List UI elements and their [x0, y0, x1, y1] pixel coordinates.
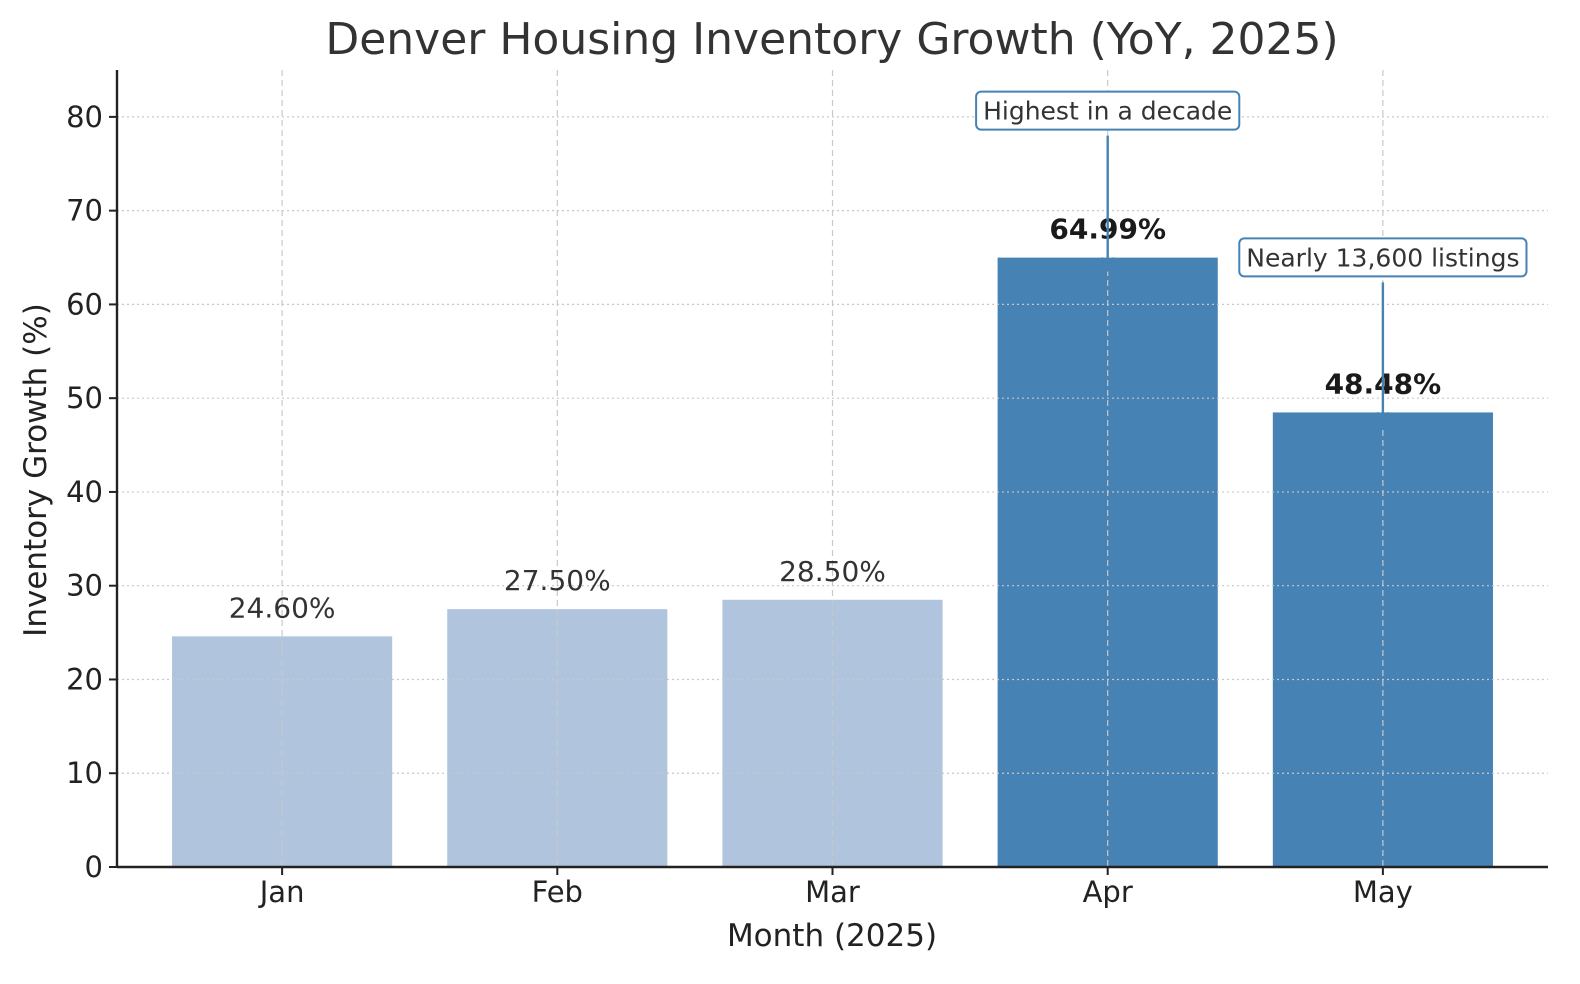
axes-layer: 0 10 20 30 40 50 60 70 80 Jan Feb Mar Apr May: [66, 70, 1548, 909]
value-label: 28.50%: [779, 555, 886, 588]
y-tick-label: 70: [66, 194, 103, 228]
annotation-text: Nearly 13,600 listings: [1246, 243, 1519, 272]
annotation-callout: Highest in a decade: [975, 90, 1241, 273]
y-tick-label: 0: [85, 850, 103, 884]
y-tick-label: 30: [66, 569, 103, 603]
x-tick-label: Feb: [532, 875, 583, 909]
annotations-layer: Highest in a decade Nearly 13,600 listing…: [975, 90, 1528, 428]
annotation-text: Highest in a decade: [983, 97, 1232, 126]
annotation-arrowhead: [1375, 411, 1390, 428]
value-label: 24.60%: [229, 591, 336, 624]
chart-title: Denver Housing Inventory Growth (YoY, 20…: [325, 14, 1338, 65]
y-tick-label: 10: [66, 756, 103, 790]
annotation-box: [1238, 237, 1528, 278]
annotation-box: [975, 90, 1241, 131]
y-tick-label: 50: [66, 381, 103, 415]
x-tick-label: Mar: [805, 875, 860, 909]
grid-layer: [117, 70, 1548, 867]
y-tick-label: 80: [66, 100, 103, 134]
annotation-callout: Nearly 13,600 listings: [1238, 237, 1528, 428]
y-tick-label: 60: [66, 287, 103, 321]
x-tick-label: Jan: [258, 875, 305, 909]
x-tick-label: May: [1353, 875, 1413, 909]
y-tick-label: 20: [66, 662, 103, 696]
bar-feb: [447, 609, 668, 867]
annotation-arrowhead: [1100, 257, 1115, 273]
y-tick-label: 40: [66, 475, 103, 509]
value-label: 27.50%: [504, 564, 611, 597]
x-tick-label: Apr: [1083, 875, 1133, 909]
y-axis-label: Inventory Growth (%): [18, 303, 54, 637]
x-axis-label: Month (2025): [727, 918, 937, 954]
